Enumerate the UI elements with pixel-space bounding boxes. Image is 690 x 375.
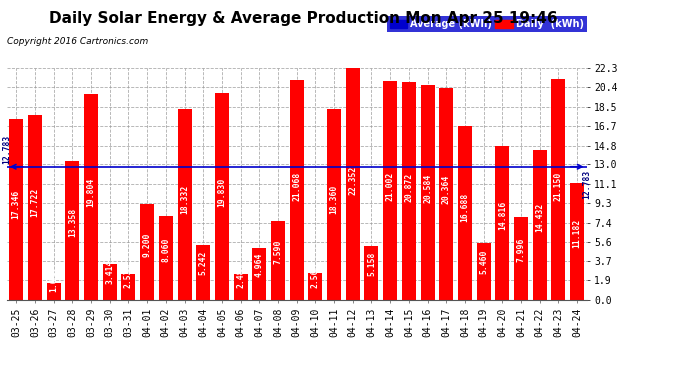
Text: 5.158: 5.158 xyxy=(367,251,376,276)
Bar xyxy=(570,183,584,300)
Text: 14.432: 14.432 xyxy=(535,203,544,232)
Text: 2.562: 2.562 xyxy=(311,264,320,288)
Bar xyxy=(551,80,566,300)
Bar xyxy=(364,246,379,300)
Bar xyxy=(140,204,154,300)
Text: 20.872: 20.872 xyxy=(404,173,413,202)
Bar xyxy=(533,150,546,300)
Bar xyxy=(253,248,266,300)
Text: 21.068: 21.068 xyxy=(292,172,302,201)
Text: 13.358: 13.358 xyxy=(68,208,77,237)
Bar xyxy=(290,80,304,300)
Bar xyxy=(495,146,509,300)
Text: 5.242: 5.242 xyxy=(199,251,208,275)
Text: 8.060: 8.060 xyxy=(161,238,170,262)
Bar xyxy=(84,93,98,300)
Text: 21.150: 21.150 xyxy=(554,171,563,201)
Bar xyxy=(28,115,42,300)
Text: 7.996: 7.996 xyxy=(517,238,526,262)
Bar xyxy=(327,109,341,300)
Text: 11.182: 11.182 xyxy=(573,218,582,248)
Legend: Average (kWh), Daily  (kWh): Average (kWh), Daily (kWh) xyxy=(387,16,586,32)
Bar xyxy=(402,82,416,300)
Bar xyxy=(514,217,528,300)
Bar xyxy=(215,93,229,300)
Bar xyxy=(47,283,61,300)
Bar xyxy=(121,274,135,300)
Text: 18.332: 18.332 xyxy=(180,185,189,214)
Text: 14.816: 14.816 xyxy=(498,201,507,231)
Bar xyxy=(383,81,397,300)
Text: 12.783: 12.783 xyxy=(2,134,12,164)
Bar xyxy=(421,86,435,300)
Text: 5.460: 5.460 xyxy=(479,250,488,274)
Text: 4.964: 4.964 xyxy=(255,252,264,277)
Bar xyxy=(477,243,491,300)
Text: 9.200: 9.200 xyxy=(143,232,152,257)
Text: 20.364: 20.364 xyxy=(442,175,451,204)
Bar xyxy=(66,161,79,300)
Bar xyxy=(103,264,117,300)
Bar xyxy=(196,245,210,300)
Bar xyxy=(159,216,172,300)
Text: Copyright 2016 Cartronics.com: Copyright 2016 Cartronics.com xyxy=(7,38,148,46)
Bar xyxy=(9,119,23,300)
Text: Daily Solar Energy & Average Production Mon Apr 25 19:46: Daily Solar Energy & Average Production … xyxy=(49,11,558,26)
Bar xyxy=(308,273,322,300)
Text: 2.484: 2.484 xyxy=(236,264,245,288)
Text: 3.414: 3.414 xyxy=(106,260,115,284)
Text: 18.360: 18.360 xyxy=(330,184,339,214)
Text: 22.352: 22.352 xyxy=(348,166,357,195)
Text: 2.534: 2.534 xyxy=(124,264,133,288)
Text: 19.830: 19.830 xyxy=(217,178,226,207)
Text: 7.590: 7.590 xyxy=(273,240,282,264)
Bar xyxy=(440,88,453,300)
Text: 1.638: 1.638 xyxy=(49,268,58,292)
Bar xyxy=(346,67,359,300)
Text: 12.783: 12.783 xyxy=(582,170,591,199)
Text: 19.804: 19.804 xyxy=(86,178,95,207)
Text: 17.722: 17.722 xyxy=(30,188,39,217)
Text: 20.584: 20.584 xyxy=(423,174,432,203)
Text: 16.688: 16.688 xyxy=(460,192,469,222)
Bar xyxy=(234,274,248,300)
Bar xyxy=(177,109,192,300)
Bar xyxy=(271,221,285,300)
Text: 17.346: 17.346 xyxy=(12,189,21,219)
Text: 21.002: 21.002 xyxy=(386,172,395,201)
Bar xyxy=(458,126,472,300)
